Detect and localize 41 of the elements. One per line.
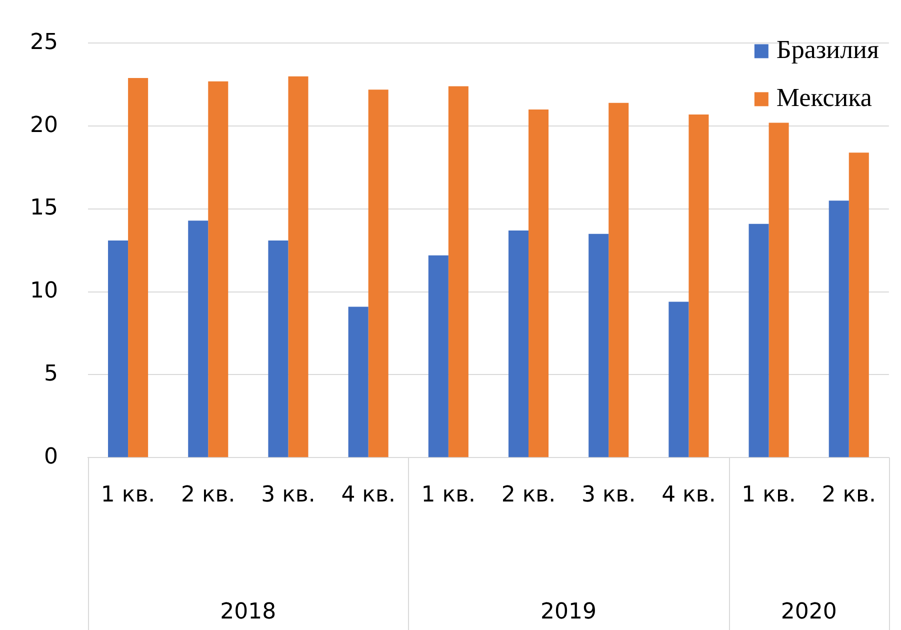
bar	[268, 240, 288, 458]
x-tick-label: 3 кв.	[581, 482, 636, 508]
bar	[428, 255, 448, 458]
bar	[208, 81, 228, 458]
bar	[668, 302, 689, 458]
bar	[768, 122, 789, 458]
x-tick-label: 1 кв.	[421, 482, 476, 508]
text: 2019	[540, 600, 597, 625]
y-tick-label: 5	[44, 361, 58, 386]
bar	[188, 220, 208, 458]
x-tick-label: 1 кв.	[742, 482, 796, 508]
legend-label: Бразилия	[776, 35, 879, 64]
bar	[348, 306, 368, 458]
y-tick-label: 0	[44, 444, 58, 470]
bar	[108, 240, 128, 458]
y-tick-label: 10	[30, 278, 58, 304]
legend-label: Мексика	[776, 83, 872, 112]
x-tick-label: 2 кв.	[822, 482, 876, 508]
y-tick-label: 20	[30, 112, 58, 138]
bar	[368, 90, 388, 458]
x-tick-label: 4 кв.	[662, 482, 716, 508]
bar	[848, 152, 869, 458]
bar	[828, 200, 849, 458]
bar	[288, 76, 308, 458]
bar	[448, 86, 468, 458]
x-tick-label: 4 кв.	[341, 482, 396, 508]
x-tick-label: 3 кв.	[261, 482, 316, 508]
bar	[588, 234, 609, 458]
x-tick-label: 2 кв.	[181, 482, 236, 508]
y-tick-label: 25	[30, 30, 58, 55]
bar	[608, 102, 629, 458]
text: 2020	[780, 600, 837, 625]
x-tick-label: 2 кв.	[501, 482, 556, 508]
bar	[128, 78, 148, 458]
x-tick-label: 1 кв.	[100, 482, 156, 508]
bar	[688, 114, 709, 458]
text: 2018	[220, 600, 276, 625]
bar	[748, 224, 769, 458]
y-tick-label: 15	[30, 196, 58, 221]
bar	[528, 110, 549, 458]
bar	[508, 230, 529, 458]
